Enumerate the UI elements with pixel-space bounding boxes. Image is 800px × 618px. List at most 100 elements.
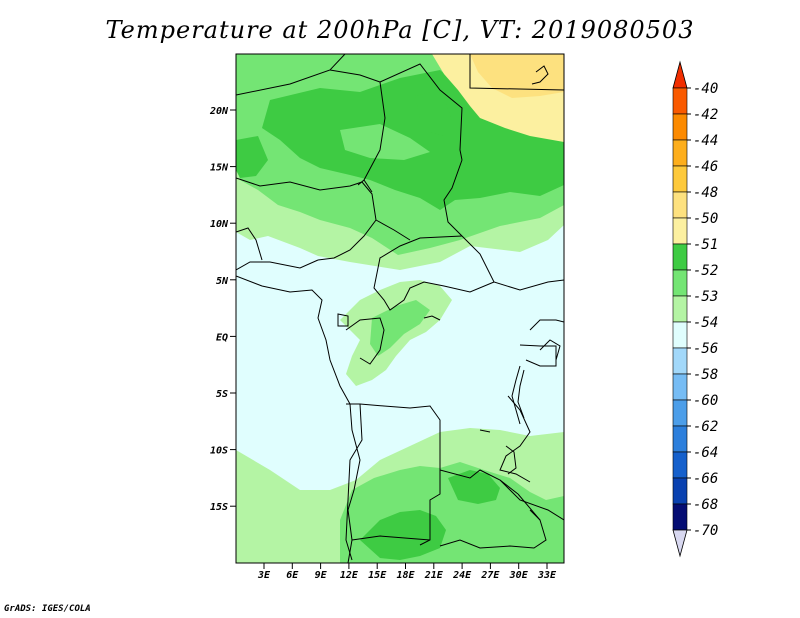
border-line <box>419 470 441 546</box>
colorbar-box <box>672 373 688 401</box>
coastline <box>347 403 361 563</box>
coastline <box>236 275 351 405</box>
colorbar-box <box>672 165 688 193</box>
colorbar-label: -44 <box>693 133 718 149</box>
border-line <box>519 344 557 367</box>
lon-tick-label: 9E <box>315 570 328 581</box>
colorbar-label: -70 <box>693 523 718 539</box>
lat-tick-label: 15N <box>210 163 229 174</box>
colorbar-box <box>672 425 688 453</box>
colorbar-label: -48 <box>693 185 718 201</box>
border-line <box>379 63 463 161</box>
colorbar-box <box>672 477 688 505</box>
lat-tick-label: 15S <box>210 502 228 513</box>
map-frame <box>235 53 565 564</box>
colorbar-box <box>672 321 688 349</box>
colorbar-box <box>672 269 688 297</box>
lake-outline <box>363 179 373 193</box>
colorbar-label: -58 <box>693 367 718 383</box>
lat-tick-label: 10S <box>210 446 228 457</box>
border-line <box>345 317 385 365</box>
lon-tick-label: 27E <box>480 570 500 581</box>
field-minus52-west-patch <box>236 136 268 178</box>
border-line <box>373 235 495 311</box>
colorbar-label: -50 <box>693 211 718 227</box>
country-borders <box>236 54 564 563</box>
latitude-axis: 20N 15N 10N 5N EQ 5S 10S 15S <box>209 106 236 513</box>
field-minus53-central <box>370 300 430 356</box>
colorbar-box <box>672 113 688 141</box>
colorbar-label: -60 <box>693 393 718 409</box>
colorbar-label: -66 <box>693 471 718 487</box>
colorbar-box <box>672 191 688 219</box>
colorbar-box <box>672 139 688 167</box>
border-line <box>337 313 349 327</box>
lon-tick-label: 6E <box>286 570 299 581</box>
lon-tick-label: 30E <box>509 570 529 581</box>
border-line <box>469 54 564 91</box>
coastline <box>236 227 263 261</box>
credit-text: GrADS: IGES/COLA <box>4 604 91 614</box>
field-minus54-southwest <box>236 520 340 563</box>
border-line <box>439 493 547 549</box>
colorbar-label: -62 <box>693 419 718 435</box>
colorbar-box <box>672 347 688 375</box>
colorbar-label: -51 <box>693 237 718 253</box>
border-line <box>351 535 431 541</box>
border-line <box>443 159 564 291</box>
lon-tick-label: 24E <box>452 570 472 581</box>
colorbar-label: -54 <box>693 315 718 331</box>
colorbar-box <box>672 217 688 245</box>
border-line <box>345 403 363 561</box>
border-line <box>529 319 564 331</box>
lake-outline <box>529 509 541 521</box>
lat-tick-label: 20N <box>209 106 229 117</box>
field-minus52-south-2 <box>448 470 500 504</box>
colorbar-box <box>672 503 688 531</box>
lake-outline <box>531 65 549 85</box>
colorbar-label: -68 <box>693 497 718 513</box>
colorbar-box <box>672 451 688 479</box>
lake-outline <box>511 365 521 425</box>
field-minus52-north <box>262 70 564 210</box>
field-minus52-northeast-blob <box>415 92 452 136</box>
lat-tick-label: 5N <box>216 276 229 287</box>
field-minus53-north-patch <box>340 124 430 160</box>
lat-tick-label: EQ <box>216 332 228 343</box>
border-line <box>236 177 377 261</box>
colorbar-label: -40 <box>693 81 718 97</box>
colorbar-box <box>672 399 688 427</box>
lon-tick-label: 15E <box>368 570 387 581</box>
colorbar-label: -42 <box>693 107 718 123</box>
lon-tick-label: 3E <box>257 570 271 581</box>
lake-outline <box>505 445 517 475</box>
field-minus50-northeast <box>470 54 564 98</box>
colorbar-box <box>672 295 688 323</box>
lon-tick-label: 18E <box>396 570 415 581</box>
longitude-axis: 3E 6E 9E 12E 15E 18E 21E 24E 27E 30E 33E <box>257 563 557 581</box>
lon-tick-label: 12E <box>340 570 359 581</box>
lake-outline <box>517 369 525 419</box>
border-line <box>375 219 411 241</box>
colorbar-label: -53 <box>693 289 718 305</box>
lat-tick-label: 5S <box>216 389 228 400</box>
lake-outline <box>423 315 441 321</box>
colorbar-box <box>672 243 688 271</box>
colorbar-label: -52 <box>693 263 718 279</box>
temperature-field <box>236 54 564 563</box>
lat-tick-label: 10N <box>210 219 229 230</box>
border-line <box>499 479 564 521</box>
colorbar-bottom-triangle <box>672 529 688 558</box>
lake-outline <box>479 429 491 433</box>
border-line <box>346 403 519 495</box>
colorbar-label: -46 <box>693 159 718 175</box>
colorbar-box <box>672 87 688 115</box>
colorbar-top-triangle <box>672 60 688 89</box>
lon-tick-label: 21E <box>424 570 444 581</box>
chart-title: Temperature at 200hPa [C], VT: 201908050… <box>105 16 695 44</box>
colorbar-label: -64 <box>693 445 718 461</box>
lake-outline <box>539 339 561 361</box>
border-line <box>236 259 319 271</box>
lon-tick-label: 33E <box>537 570 557 581</box>
